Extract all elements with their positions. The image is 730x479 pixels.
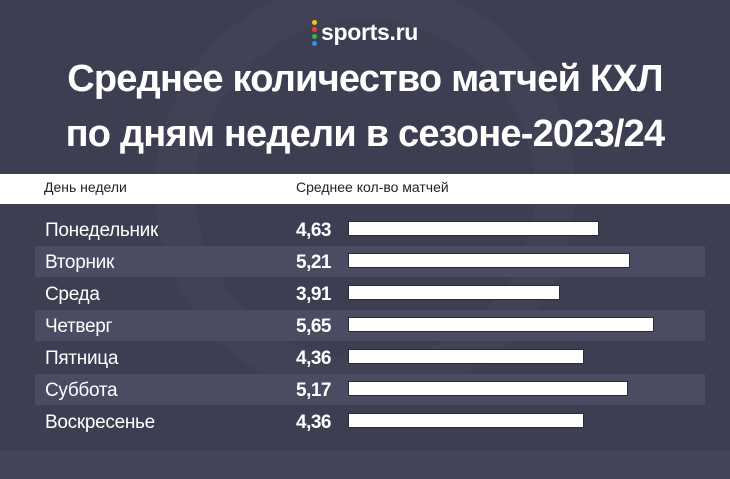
category-label: Пятница (45, 348, 119, 369)
bar (348, 349, 584, 364)
chart-title-line-2: по дням недели в сезоне-2023/24 (65, 113, 665, 155)
data-label: 3,91 (296, 284, 331, 305)
category-label: Четверг (45, 316, 113, 337)
chart-title: Среднее количество матчей КХЛ по дням не… (0, 52, 730, 162)
footer-band (0, 451, 730, 479)
data-label: 4,36 (296, 412, 331, 433)
bar (348, 381, 628, 396)
chart-title-line-1: Среднее количество матчей КХЛ (67, 58, 663, 100)
data-label: 4,36 (296, 348, 331, 369)
chart-row: Четверг 5,65 (35, 310, 705, 341)
brand-dots-icon (312, 20, 317, 46)
data-label: 4,63 (296, 220, 331, 241)
chart-row: Вторник 5,21 (35, 246, 705, 277)
data-label: 5,17 (296, 380, 331, 401)
category-label: Понедельник (45, 220, 158, 241)
chart-row: Воскресенье 4,36 (35, 406, 705, 437)
brand-dot-green (312, 34, 317, 39)
header-day-label: День недели (44, 179, 127, 195)
brand-dot-yellow (312, 20, 317, 25)
table-header: День недели Среднее кол-во матчей (0, 174, 730, 204)
category-label: Вторник (45, 252, 114, 273)
bar (348, 317, 654, 332)
data-label: 5,21 (296, 252, 331, 273)
brand-dot-red (312, 27, 317, 32)
category-label: Воскресенье (45, 412, 155, 433)
bar (348, 253, 630, 268)
chart-row: Понедельник 4,63 (35, 214, 705, 245)
bar (348, 221, 599, 236)
category-label: Суббота (45, 380, 118, 401)
chart-row: Среда 3,91 (35, 278, 705, 309)
bar (348, 413, 584, 428)
brand-logo: sports.ru (0, 18, 730, 46)
brand-name: sports.ru (321, 18, 418, 45)
chart-row: Суббота 5,17 (35, 374, 705, 405)
category-label: Среда (45, 284, 100, 305)
brand-dot-blue (312, 41, 317, 46)
chart-row: Пятница 4,36 (35, 342, 705, 373)
data-label: 5,65 (296, 316, 331, 337)
bar (348, 285, 560, 300)
header-value-label: Среднее кол-во матчей (296, 179, 449, 195)
